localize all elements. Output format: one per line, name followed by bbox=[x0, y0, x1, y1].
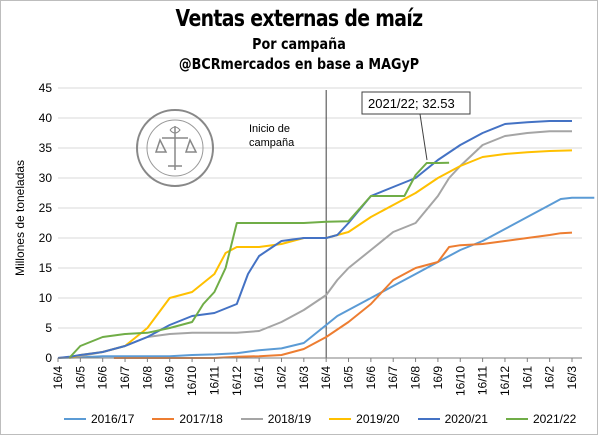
title-block: Ventas externas de maíz Por campaña @BCR… bbox=[0, 4, 598, 74]
legend-label: 2021/22 bbox=[532, 412, 577, 426]
legend: 2016/17 2017/18 2018/19 2019/20 2020/21 2021/… bbox=[64, 410, 584, 428]
y-tick-labels: 0 5 10 15 20 25 30 35 40 45 bbox=[39, 81, 53, 365]
axes bbox=[57, 357, 582, 362]
x-tick-label: 16/3 bbox=[297, 366, 311, 390]
x-tick-label: 16/9 bbox=[431, 366, 445, 390]
x-tick-label: 16/5 bbox=[73, 366, 87, 390]
callout: 2021/22; 32.53 bbox=[361, 91, 471, 161]
legend-swatch bbox=[64, 418, 86, 420]
legend-swatch bbox=[152, 418, 175, 420]
x-tick-label: 16/2 bbox=[543, 366, 557, 390]
legend-swatch bbox=[417, 418, 440, 420]
y-axis-title: Millones de toneladas bbox=[13, 160, 27, 276]
legend-swatch bbox=[329, 418, 352, 420]
x-tick-labels: 16/4 16/5 16/6 16/7 16/8 16/9 16/10 16/11 16/12 1… bbox=[51, 366, 579, 396]
legend-swatch bbox=[240, 418, 263, 420]
legend-item: 2019/20 bbox=[329, 410, 400, 428]
series-line-2021-22 bbox=[68, 161, 450, 359]
callout-text: 2021/22; 32.53 bbox=[368, 96, 455, 111]
legend-swatch bbox=[505, 418, 528, 420]
x-tick-label: 16/4 bbox=[319, 366, 333, 390]
series-line-2017-18 bbox=[113, 231, 573, 359]
x-tick-label: 16/10 bbox=[185, 366, 199, 396]
y-tick-label: 5 bbox=[45, 321, 52, 335]
x-tick-label: 16/4 bbox=[51, 366, 65, 390]
chart-source: @BCRmercados en base a MAGyP bbox=[178, 55, 420, 73]
legend-label: 2017/18 bbox=[179, 412, 223, 426]
x-tick-label: 16/7 bbox=[118, 366, 132, 390]
legend-label: 2019/20 bbox=[356, 412, 400, 426]
series-line-2018-19 bbox=[57, 130, 572, 359]
annotation-line-1: Inicio de bbox=[249, 123, 290, 135]
series-line-2016-17 bbox=[57, 196, 595, 359]
legend-label: 2020/21 bbox=[444, 412, 488, 426]
x-tick-label: 16/1 bbox=[520, 366, 534, 390]
x-tick-label: 16/2 bbox=[274, 366, 288, 390]
x-tick-label: 16/3 bbox=[565, 366, 579, 390]
x-tick-label: 16/6 bbox=[96, 366, 110, 390]
legend-item: 2017/18 bbox=[152, 410, 223, 428]
x-tick-label: 16/1 bbox=[252, 366, 266, 390]
annotation-line-2: campaña bbox=[249, 137, 295, 149]
x-tick-label: 16/12 bbox=[230, 366, 244, 396]
y-tick-label: 15 bbox=[39, 261, 53, 275]
chart-subtitle: Por campaña bbox=[252, 35, 346, 53]
y-tick-label: 40 bbox=[39, 111, 53, 125]
bcr-logo bbox=[136, 109, 214, 187]
y-tick-label: 20 bbox=[39, 231, 53, 245]
legend-item: 2020/21 bbox=[417, 410, 488, 428]
y-tick-label: 25 bbox=[39, 201, 53, 215]
x-tick-label: 16/9 bbox=[163, 366, 177, 390]
y-tick-label: 0 bbox=[45, 351, 52, 365]
legend-item: 2021/22 bbox=[505, 410, 577, 428]
x-tick-label: 16/7 bbox=[386, 366, 400, 390]
series-line-2019-20 bbox=[68, 149, 573, 359]
x-tick-label: 16/5 bbox=[342, 366, 356, 390]
x-tick-label: 16/8 bbox=[409, 366, 423, 390]
legend-item: 2016/17 bbox=[64, 410, 134, 428]
x-tick-label: 16/8 bbox=[140, 366, 154, 390]
legend-label: 2016/17 bbox=[91, 412, 135, 426]
x-tick-label: 16/12 bbox=[498, 366, 512, 396]
legend-item: 2018/19 bbox=[240, 410, 312, 428]
x-tick-label: 16/6 bbox=[364, 366, 378, 390]
y-tick-label: 30 bbox=[39, 171, 53, 185]
chart-title: Ventas externas de maíz bbox=[175, 6, 424, 32]
legend-label: 2018/19 bbox=[267, 412, 312, 426]
y-tick-label: 10 bbox=[39, 291, 53, 305]
y-tick-label: 35 bbox=[39, 141, 53, 155]
x-tick-label: 16/10 bbox=[453, 366, 467, 396]
x-tick-label: 16/11 bbox=[476, 366, 490, 395]
x-tick-label: 16/11 bbox=[207, 366, 221, 395]
series-lines bbox=[57, 120, 595, 359]
series-line-2020-21 bbox=[57, 120, 572, 359]
y-tick-label: 45 bbox=[39, 81, 53, 95]
